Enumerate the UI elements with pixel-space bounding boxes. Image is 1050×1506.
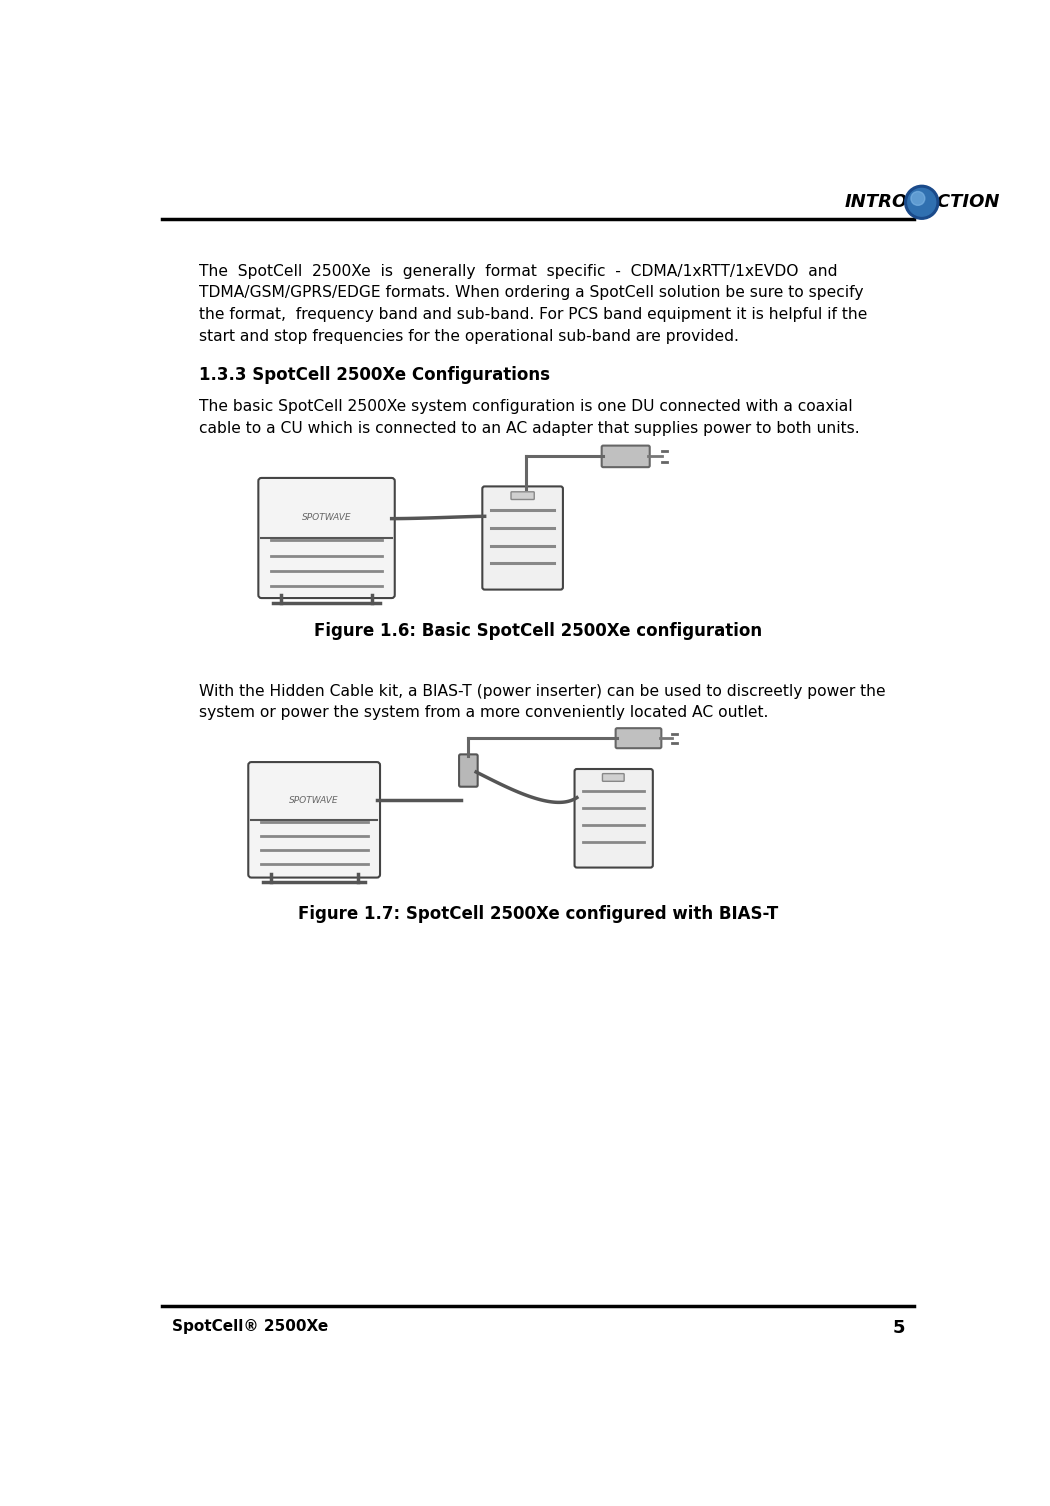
Text: cable to a CU which is connected to an AC adapter that supplies power to both un: cable to a CU which is connected to an A… [200, 422, 860, 435]
Circle shape [911, 191, 925, 205]
Text: Figure 1.6: Basic SpotCell 2500Xe configuration: Figure 1.6: Basic SpotCell 2500Xe config… [314, 622, 762, 640]
FancyBboxPatch shape [603, 774, 624, 782]
Text: 5: 5 [892, 1319, 905, 1337]
Text: system or power the system from a more conveniently located AC outlet.: system or power the system from a more c… [200, 705, 769, 720]
Text: SpotCell® 2500Xe: SpotCell® 2500Xe [171, 1319, 328, 1334]
Text: start and stop frequencies for the operational sub-band are provided.: start and stop frequencies for the opera… [200, 328, 739, 343]
FancyBboxPatch shape [602, 446, 650, 467]
FancyBboxPatch shape [574, 770, 653, 867]
Text: INTRODUCTION: INTRODUCTION [844, 193, 1000, 211]
FancyBboxPatch shape [511, 492, 534, 500]
Text: the format,  frequency band and sub-band. For PCS band equipment it is helpful i: the format, frequency band and sub-band.… [200, 307, 867, 322]
Text: 1.3.3 SpotCell 2500Xe Configurations: 1.3.3 SpotCell 2500Xe Configurations [200, 366, 550, 384]
Text: The  SpotCell  2500Xe  is  generally  format  specific  -  CDMA/1xRTT/1xEVDO  an: The SpotCell 2500Xe is generally format … [200, 264, 838, 279]
Text: The basic SpotCell 2500Xe system configuration is one DU connected with a coaxia: The basic SpotCell 2500Xe system configu… [200, 399, 853, 414]
FancyBboxPatch shape [482, 486, 563, 589]
Text: With the Hidden Cable kit, a BIAS-T (power inserter) can be used to discreetly p: With the Hidden Cable kit, a BIAS-T (pow… [200, 684, 886, 699]
Text: TDMA/GSM/GPRS/EDGE formats. When ordering a SpotCell solution be sure to specify: TDMA/GSM/GPRS/EDGE formats. When orderin… [200, 286, 864, 300]
FancyBboxPatch shape [248, 762, 380, 878]
Circle shape [908, 188, 936, 217]
FancyBboxPatch shape [258, 477, 395, 598]
FancyBboxPatch shape [615, 729, 662, 748]
Text: Figure 1.7: SpotCell 2500Xe configured with BIAS-T: Figure 1.7: SpotCell 2500Xe configured w… [298, 905, 778, 923]
Text: SPOTWAVE: SPOTWAVE [290, 795, 339, 804]
Text: SPOTWAVE: SPOTWAVE [301, 514, 352, 523]
Circle shape [905, 185, 939, 220]
FancyBboxPatch shape [459, 755, 478, 786]
